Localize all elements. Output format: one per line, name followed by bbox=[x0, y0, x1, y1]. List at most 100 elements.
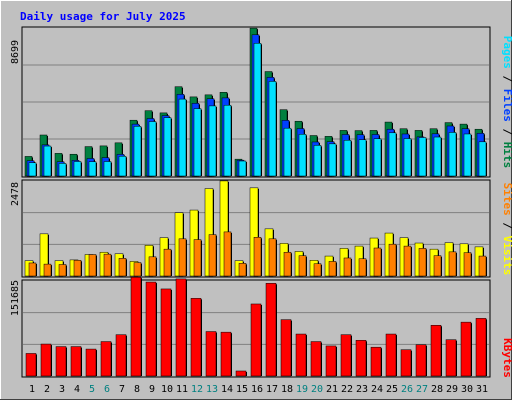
day-label: 7 bbox=[119, 384, 125, 395]
legend-kbytes: KBytes bbox=[501, 338, 512, 378]
kbytes-bar bbox=[235, 370, 247, 377]
day-label: 5 bbox=[89, 384, 95, 395]
day-label: 28 bbox=[431, 384, 443, 395]
day-label: 10 bbox=[161, 384, 173, 395]
sites-bar bbox=[283, 251, 292, 277]
sites-bar bbox=[448, 251, 457, 277]
sites-bar bbox=[388, 243, 397, 277]
pages-bar bbox=[328, 143, 337, 177]
sites-bar bbox=[148, 256, 157, 277]
day-label: 11 bbox=[176, 384, 188, 395]
sites-bar bbox=[313, 263, 322, 277]
day-label: 2 bbox=[44, 384, 50, 395]
pages-bar bbox=[103, 161, 112, 177]
pages-bar bbox=[403, 138, 412, 177]
chart-title: Daily usage for July 2025 bbox=[20, 10, 186, 23]
day-label: 9 bbox=[149, 384, 155, 395]
day-label: 17 bbox=[266, 384, 278, 395]
sites-bar bbox=[433, 255, 442, 277]
day-label: 3 bbox=[59, 384, 65, 395]
pages-bar bbox=[283, 127, 292, 177]
sites-bar bbox=[58, 264, 67, 277]
kbytes-bar bbox=[55, 346, 67, 377]
kbytes-bar bbox=[475, 318, 487, 377]
kbytes-bar bbox=[295, 333, 307, 377]
pages-bar bbox=[223, 104, 232, 177]
kbytes-bar bbox=[310, 341, 322, 377]
pages-bar bbox=[313, 145, 322, 177]
sites-bar bbox=[133, 262, 142, 277]
sites-bar bbox=[103, 253, 112, 277]
kbytes-bar bbox=[370, 346, 382, 377]
kbytes-bar bbox=[100, 341, 112, 377]
sites-bar bbox=[373, 247, 382, 277]
kbytes-bar bbox=[355, 340, 367, 377]
sites-bar bbox=[463, 252, 472, 277]
day-label: 21 bbox=[326, 384, 338, 395]
sites-bar bbox=[358, 258, 367, 277]
sites-bar bbox=[193, 239, 202, 277]
pages-bar bbox=[193, 108, 202, 177]
day-label: 1 bbox=[29, 384, 35, 395]
kbytes-bar bbox=[190, 298, 202, 377]
sites-bar bbox=[43, 263, 52, 277]
day-label: 15 bbox=[236, 384, 248, 395]
kbytes-bar bbox=[25, 353, 37, 377]
kbytes-bar bbox=[115, 334, 127, 377]
pages-bar bbox=[253, 43, 262, 177]
pages-bar bbox=[433, 136, 442, 177]
legend-sep-2: / bbox=[501, 122, 512, 142]
day-label: 26 bbox=[401, 384, 413, 395]
legend-pages: Pages bbox=[501, 36, 512, 69]
kbytes-bar bbox=[160, 288, 172, 377]
pages-bar bbox=[163, 117, 172, 177]
pages-bar bbox=[343, 140, 352, 177]
kbytes-bar bbox=[415, 344, 427, 377]
day-label: 12 bbox=[191, 384, 203, 395]
kbytes-bar bbox=[325, 345, 337, 377]
pages-bar bbox=[43, 145, 52, 177]
kbytes-bar bbox=[445, 339, 457, 377]
pages-bar bbox=[133, 126, 142, 177]
legend-middle-text: Sites / Visits bbox=[501, 183, 512, 276]
kbytes-bar bbox=[70, 346, 82, 377]
kbytes-bar bbox=[175, 278, 187, 377]
pages-bar bbox=[88, 161, 97, 177]
kbytes-bar bbox=[385, 333, 397, 377]
kbytes-bar bbox=[130, 276, 142, 377]
pages-bar bbox=[358, 139, 367, 177]
legend-visits: Visits bbox=[501, 236, 512, 276]
day-label: 13 bbox=[206, 384, 218, 395]
pages-bar bbox=[118, 156, 127, 177]
day-label: 18 bbox=[281, 384, 293, 395]
legend-sep-1: / bbox=[501, 69, 512, 89]
kbytes-bar bbox=[460, 321, 472, 377]
day-label: 23 bbox=[356, 384, 368, 395]
kbytes-bar bbox=[85, 348, 97, 377]
sites-bar bbox=[163, 248, 172, 277]
day-label: 8 bbox=[134, 384, 140, 395]
kbytes-bar bbox=[280, 319, 292, 377]
pages-bar bbox=[208, 105, 217, 177]
visits-ymax-label: 2478 bbox=[10, 182, 21, 206]
legend-hits: Hits bbox=[501, 142, 512, 169]
kbytes-bar bbox=[430, 325, 442, 377]
sites-bar bbox=[418, 248, 427, 277]
pages-bar bbox=[418, 137, 427, 177]
sites-bar bbox=[478, 255, 487, 277]
sites-bar bbox=[28, 262, 37, 277]
day-label: 14 bbox=[221, 384, 233, 395]
pages-bar bbox=[73, 161, 82, 177]
sites-bar bbox=[238, 263, 247, 277]
kbytes-bar bbox=[340, 334, 352, 377]
x-axis-labels: 1 2 3 4 5 6 7 8 9 10 11 12 13 14 15 16 17 18 19 20 21 22 23 24 2… bbox=[29, 384, 488, 395]
kbytes-bar bbox=[220, 331, 232, 377]
pages-bar bbox=[28, 162, 37, 177]
bars-layer bbox=[24, 27, 487, 377]
sites-bar bbox=[118, 258, 127, 277]
sites-bar bbox=[343, 257, 352, 277]
sites-bar bbox=[208, 234, 217, 277]
legend-files: Files bbox=[501, 89, 512, 122]
day-label: 22 bbox=[341, 384, 353, 395]
day-label: 29 bbox=[446, 384, 458, 395]
